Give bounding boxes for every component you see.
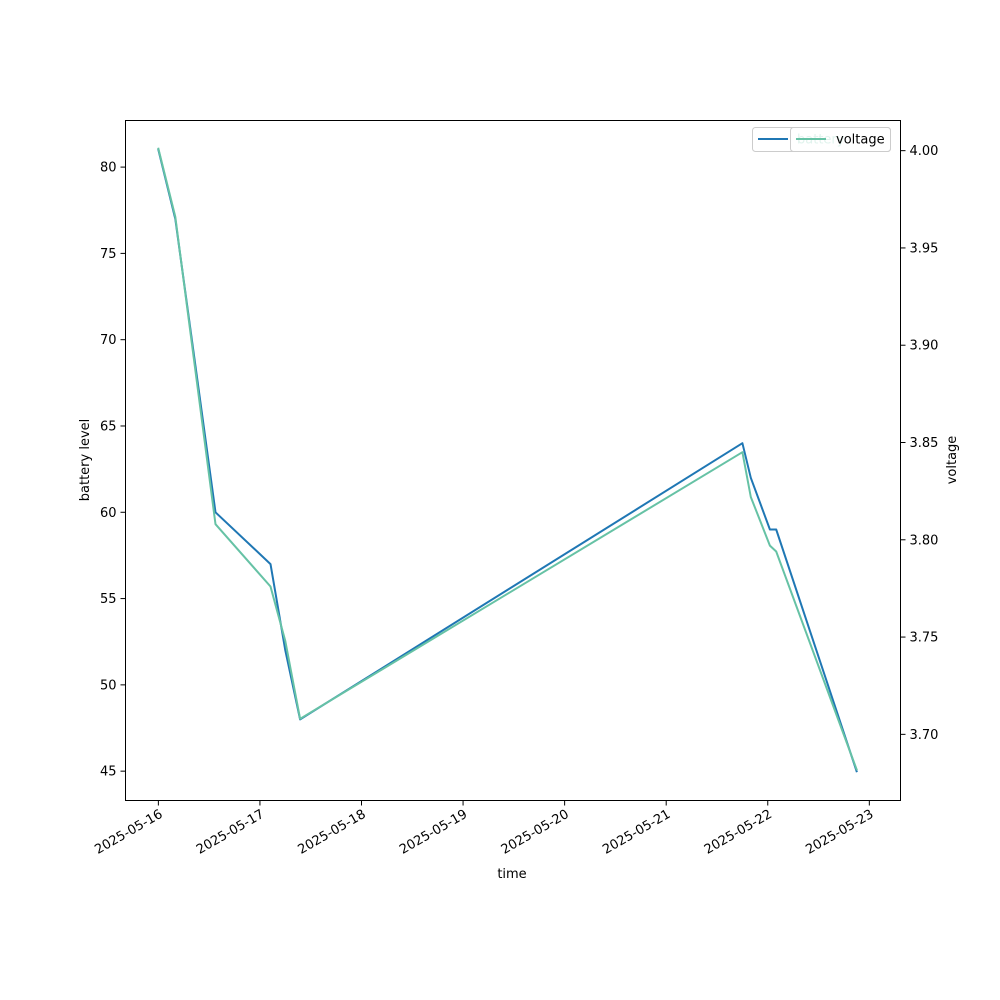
left-y-tick-label: 45 xyxy=(100,765,117,780)
left-y-tick-label: 55 xyxy=(100,592,117,607)
right-y-axis: 3.70 3.75 3.80 3.85 3.90 3.95 4.00 xyxy=(900,144,939,743)
x-tick-label: 2025-05-19 xyxy=(397,807,470,858)
left-y-tick-label: 70 xyxy=(100,333,117,348)
left-y-axis-title: battery level xyxy=(78,419,93,502)
right-y-tick-label: 3.85 xyxy=(910,436,939,451)
x-axis: 2025-05-16 2025-05-17 2025-05-18 2025-05-19… xyxy=(92,800,876,858)
left-y-tick-label: 80 xyxy=(100,161,117,176)
series-line-battery xyxy=(157,148,858,773)
x-tick-label: 2025-05-21 xyxy=(600,807,673,858)
x-tick-label: 2025-05-20 xyxy=(499,807,572,858)
right-y-tick-label: 3.95 xyxy=(910,241,939,256)
left-y-axis: 45 50 55 60 65 70 75 80 xyxy=(100,161,126,780)
right-y-tick-label: 3.90 xyxy=(910,339,939,354)
right-y-axis-title: voltage xyxy=(945,436,960,485)
plot-lines xyxy=(157,147,858,773)
x-tick-label: 2025-05-17 xyxy=(194,807,267,858)
left-y-tick-label: 50 xyxy=(100,678,117,693)
x-axis-title: time xyxy=(497,867,526,882)
x-tick-label: 2025-05-16 xyxy=(92,807,165,858)
right-y-tick-label: 4.00 xyxy=(910,144,939,159)
legend-voltage: voltage xyxy=(790,127,891,152)
series-line-voltage xyxy=(157,147,858,771)
left-y-tick-label: 75 xyxy=(100,247,117,262)
left-y-tick-label: 60 xyxy=(100,506,117,521)
right-y-tick-label: 3.75 xyxy=(910,631,939,646)
x-tick-label: 2025-05-23 xyxy=(803,807,876,858)
left-y-tick-label: 65 xyxy=(100,419,117,434)
x-tick-label: 2025-05-18 xyxy=(296,807,369,858)
right-y-tick-label: 3.70 xyxy=(910,728,939,743)
legend-voltage-label: voltage xyxy=(836,133,885,148)
x-tick-label: 2025-05-22 xyxy=(702,807,775,858)
plot-frame xyxy=(125,120,901,801)
right-y-tick-label: 3.80 xyxy=(910,533,939,548)
